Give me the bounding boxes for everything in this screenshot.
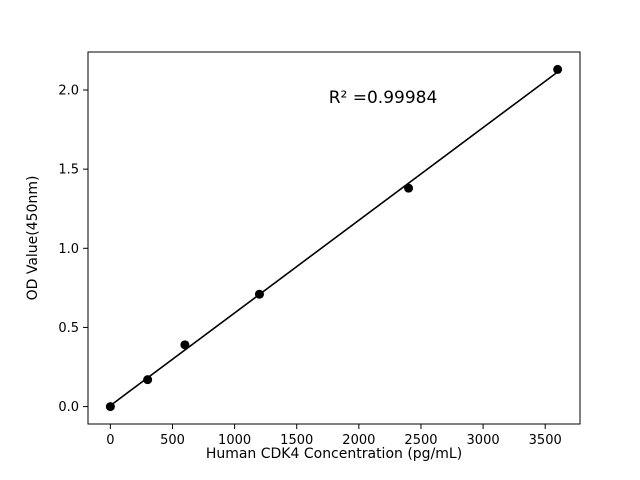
x-tick-label: 1000 [218,433,251,448]
r-squared-annotation: R² =0.99984 [329,88,438,108]
data-point [105,402,115,412]
y-tick-label: 0.5 [58,321,79,336]
data-point [553,64,563,74]
regression-line [109,71,559,407]
y-tick-label: 1.0 [58,242,79,257]
plot-area-border [87,51,581,425]
x-tick-label: 0 [106,433,114,448]
x-tick-label: 3500 [529,433,562,448]
x-tick-label: 3000 [467,433,500,448]
fit-line [109,71,559,407]
data-point [143,375,153,385]
data-points [105,64,563,412]
data-point [180,340,190,350]
x-tick-label: 2000 [342,433,375,448]
y-tick-label: 1.5 [58,163,79,178]
y-axis-label: OD Value(450nm) [25,176,41,301]
data-point [254,289,264,299]
x-axis-label: Human CDK4 Concentration (pg/mL) [206,446,462,462]
x-tick-label: 1500 [280,433,313,448]
y-tick-label: 0.0 [58,400,79,415]
x-tick-label: 500 [160,433,185,448]
y-tick-label: 2.0 [58,83,79,98]
x-tick-label: 2500 [404,433,437,448]
axis-ticks: 0 500 1000 1500 2000 2500 3000 3500 0.0 0.5 1.0 1.5… [58,83,561,448]
data-point [404,183,414,193]
